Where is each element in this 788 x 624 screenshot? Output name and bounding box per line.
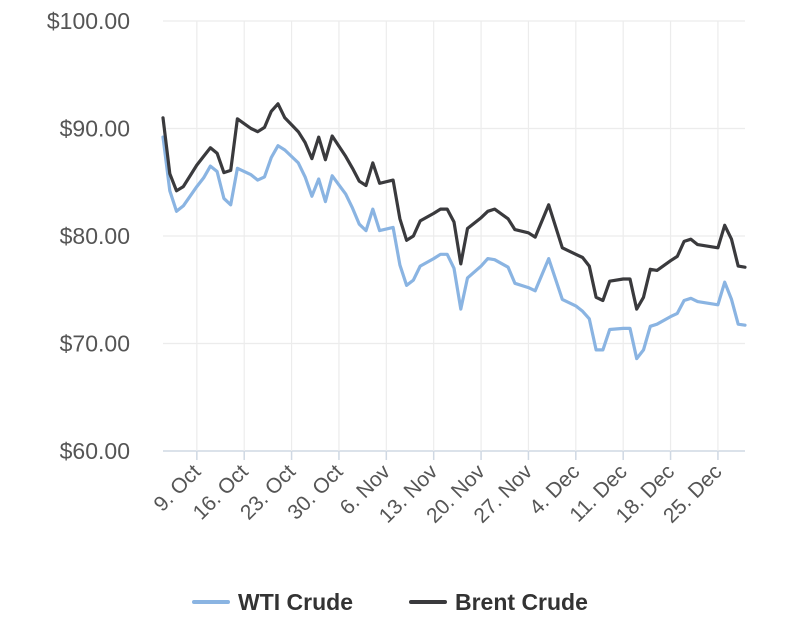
y-tick-label: $60.00 bbox=[60, 438, 130, 464]
series-line-wti-crude bbox=[161, 135, 747, 361]
grid-lines bbox=[163, 20, 745, 452]
y-tick-label: $70.00 bbox=[60, 331, 130, 357]
series-line-brent-crude bbox=[161, 102, 747, 311]
legend-item-brent-crude[interactable]: Brent Crude bbox=[409, 589, 588, 615]
y-tick-label: $90.00 bbox=[60, 116, 130, 142]
y-tick-label: $100.00 bbox=[47, 8, 130, 34]
series-lines bbox=[161, 102, 747, 361]
legend: WTI Crude Brent Crude bbox=[192, 589, 588, 615]
legend-item-wti-crude[interactable]: WTI Crude bbox=[192, 589, 353, 615]
y-tick-label: $80.00 bbox=[60, 223, 130, 249]
legend-label: WTI Crude bbox=[238, 589, 353, 615]
legend-label: Brent Crude bbox=[455, 589, 588, 615]
y-axis: $100.00 $90.00 $80.00 $70.00 $60.00 bbox=[47, 8, 130, 464]
